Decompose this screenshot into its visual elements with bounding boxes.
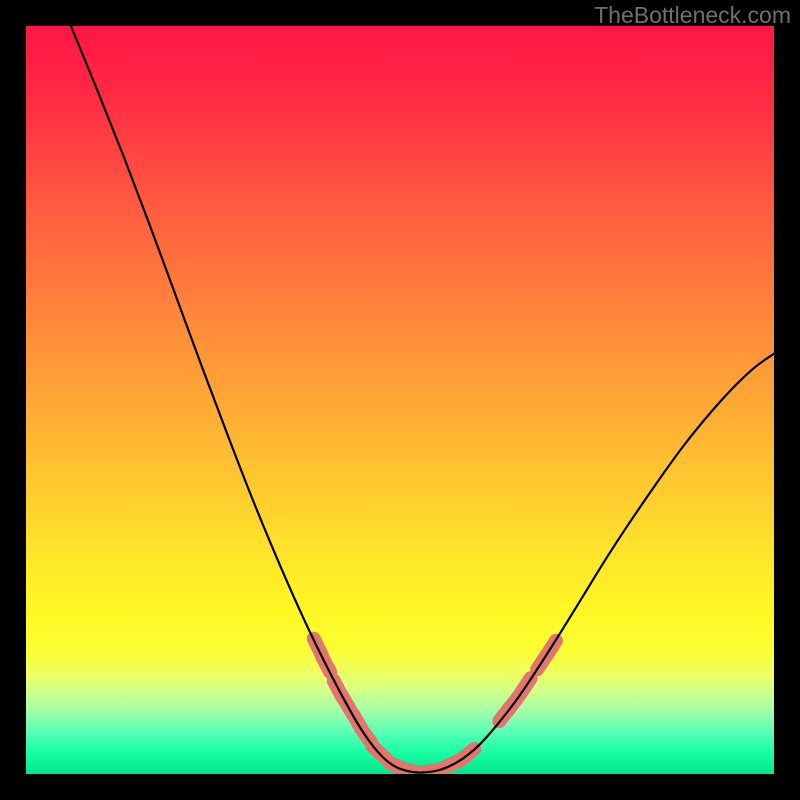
gradient-background [26,26,774,774]
bottleneck-curve-chart [0,0,800,800]
chart-frame: TheBottleneck.com [0,0,800,800]
watermark-text: TheBottleneck.com [594,2,791,29]
